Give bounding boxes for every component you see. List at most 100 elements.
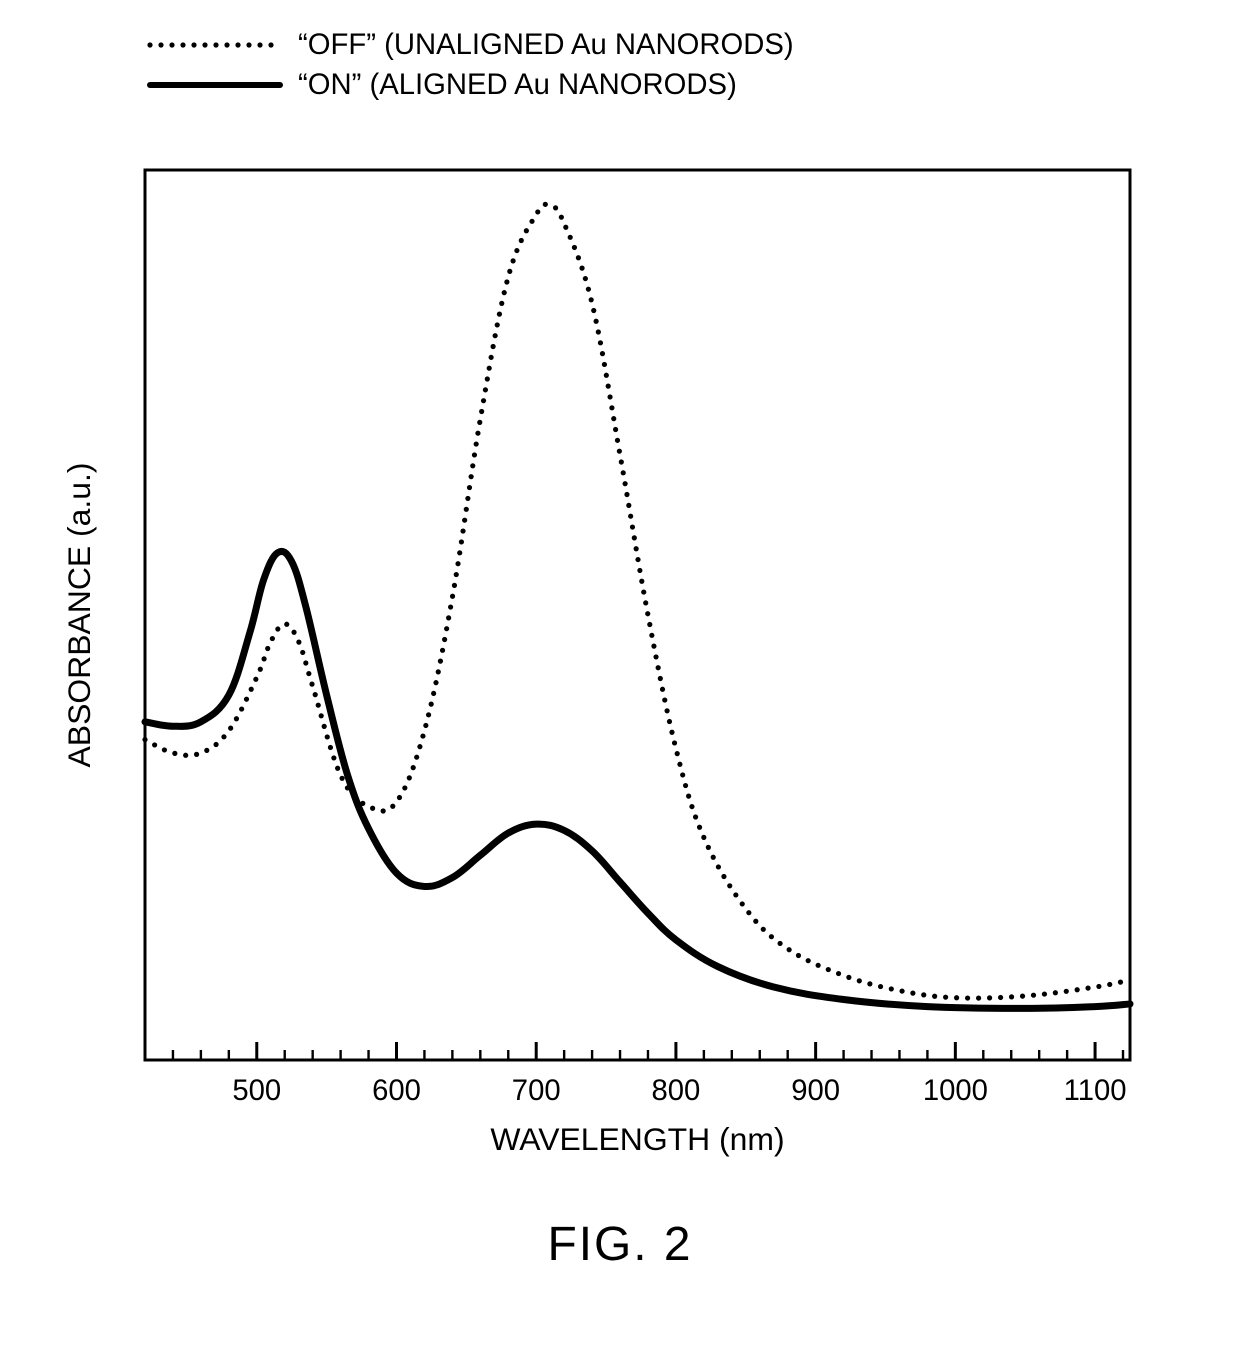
series-dot — [390, 804, 395, 809]
x-axis-label: WAVELENGTH (nm) — [490, 1121, 784, 1157]
series-dot — [485, 376, 490, 381]
series-dot — [339, 776, 344, 781]
series-dot — [1118, 980, 1123, 985]
series-dot — [606, 384, 611, 389]
series-dot — [753, 919, 758, 924]
legend-label: “ON” (ALIGNED Au NANORODS) — [298, 69, 737, 101]
series-dot — [675, 751, 680, 756]
series-dot — [438, 659, 443, 664]
series-dot — [878, 984, 883, 989]
series-dot — [1009, 994, 1014, 999]
series-dot — [806, 958, 811, 963]
series-dot — [632, 535, 637, 540]
series-dot — [987, 995, 992, 1000]
series-dot — [1107, 982, 1112, 987]
series-dot — [598, 340, 603, 345]
series-dot — [265, 646, 270, 651]
series-dot — [450, 594, 455, 599]
series-dot — [615, 438, 620, 443]
series-dot — [649, 633, 654, 638]
series-dot — [1031, 993, 1036, 998]
series-dot — [621, 470, 626, 475]
x-tick-label: 600 — [372, 1075, 421, 1107]
series-dot — [613, 427, 618, 432]
series-dot — [611, 416, 616, 421]
series-dot — [1020, 994, 1025, 999]
series-dot — [594, 319, 599, 324]
series-dot — [455, 561, 460, 566]
series-dot — [716, 864, 721, 869]
series-dot — [563, 225, 568, 230]
legend-dot — [235, 42, 240, 47]
series-dot — [270, 636, 275, 641]
series-dot — [619, 459, 624, 464]
series-dot — [502, 290, 507, 295]
series-dot — [328, 745, 333, 750]
series-dot — [645, 611, 650, 616]
series-dot — [504, 279, 509, 284]
series-dot — [572, 245, 577, 250]
series-dot — [510, 258, 515, 263]
y-axis-label: ABSORBANCE (a.u.) — [61, 463, 97, 768]
series-dot — [519, 238, 524, 243]
series-dot — [300, 650, 305, 655]
series-dot — [637, 568, 642, 573]
series-dot — [507, 269, 512, 274]
series-dot — [600, 351, 605, 356]
series-dot — [641, 589, 646, 594]
legend-dot — [246, 42, 251, 47]
series-dot — [221, 734, 226, 739]
series-dot — [796, 953, 801, 958]
series-dot — [423, 723, 428, 728]
series-dot — [1064, 989, 1069, 994]
series-dot — [664, 708, 669, 713]
series-dot — [846, 975, 851, 980]
legend-dot — [268, 42, 273, 47]
series-dot — [976, 995, 981, 1000]
x-tick-label: 800 — [652, 1075, 701, 1107]
series-dot — [553, 205, 558, 210]
series-dot — [475, 431, 480, 436]
series-dot — [658, 676, 663, 681]
series-dot — [643, 600, 648, 605]
series-dot — [680, 772, 685, 777]
series-dot — [448, 604, 453, 609]
series-dot — [761, 927, 766, 932]
legend-dot — [202, 42, 207, 47]
series-dot — [867, 981, 872, 986]
series-dot — [1075, 987, 1080, 992]
series-dot — [857, 978, 862, 983]
series-dot — [284, 622, 289, 627]
series-dot — [309, 682, 314, 687]
series-dot — [429, 702, 434, 707]
figure-root: 50060070080090010001100WAVELENGTH (nm)AB… — [0, 0, 1240, 1347]
series-dot — [721, 874, 726, 879]
series-dot — [568, 235, 573, 240]
series-dot — [152, 742, 157, 747]
series-dot — [701, 835, 706, 840]
series-dot — [667, 719, 672, 724]
series-dot — [335, 766, 340, 771]
series-dot — [697, 825, 702, 830]
series-dot — [172, 751, 177, 756]
series-dot — [1096, 984, 1101, 989]
series-dot — [316, 703, 321, 708]
series-dot — [431, 691, 436, 696]
x-tick-label: 700 — [512, 1075, 561, 1107]
series-dot — [436, 669, 441, 674]
series-dot — [778, 941, 783, 946]
legend-dot — [180, 42, 185, 47]
series-dot — [932, 994, 937, 999]
series-dot — [460, 528, 465, 533]
series-dot — [253, 677, 258, 682]
series-dot — [899, 988, 904, 993]
series-dot — [452, 583, 457, 588]
series-dot — [727, 883, 732, 888]
series-dot — [487, 366, 492, 371]
series-dot — [417, 744, 422, 749]
series-dot — [683, 783, 688, 788]
series-dot — [444, 626, 449, 631]
series-dot — [258, 667, 263, 672]
legend-dot — [224, 42, 229, 47]
series-dot — [634, 546, 639, 551]
